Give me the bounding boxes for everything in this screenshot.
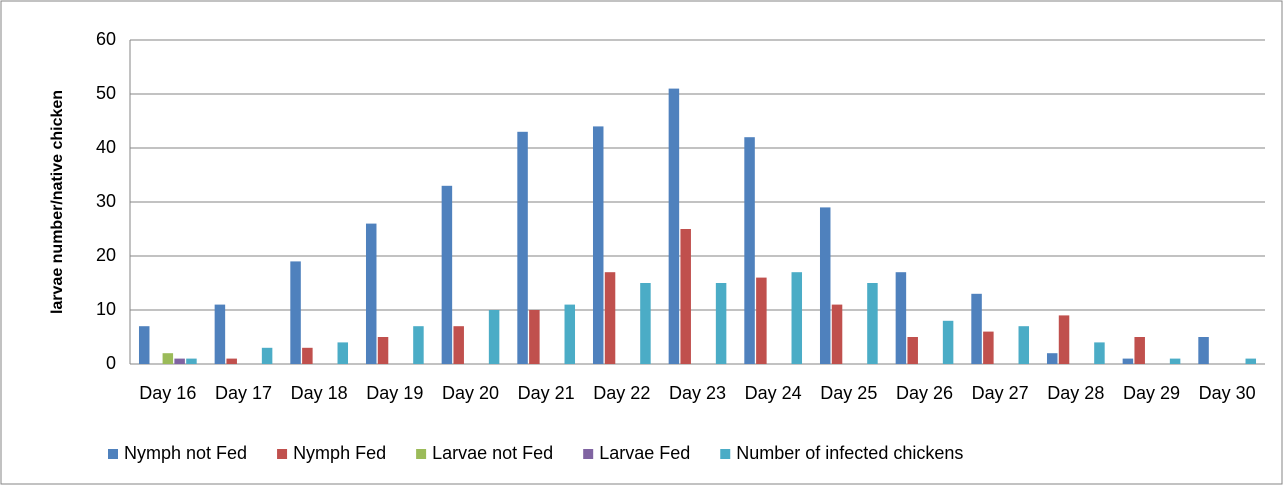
bar bbox=[1169, 358, 1181, 364]
y-axis-label: larvae number/native chicken bbox=[49, 90, 66, 314]
bar bbox=[668, 88, 680, 364]
legend-label: Number of infected chickens bbox=[736, 443, 963, 463]
legend-swatch bbox=[277, 449, 288, 459]
bar bbox=[488, 310, 500, 364]
bar bbox=[907, 337, 918, 364]
bar bbox=[365, 223, 377, 364]
bar bbox=[337, 342, 349, 364]
y-tick-label: 0 bbox=[106, 353, 116, 373]
bar bbox=[441, 185, 453, 364]
y-tick-label: 60 bbox=[96, 29, 116, 49]
bar bbox=[186, 358, 197, 364]
bar bbox=[214, 304, 226, 364]
bar bbox=[138, 326, 150, 364]
legend-label: Nymph Fed bbox=[293, 443, 386, 463]
bar bbox=[162, 353, 174, 364]
bar bbox=[1018, 326, 1030, 364]
x-tick-label: Day 16 bbox=[139, 383, 196, 403]
bar bbox=[1198, 337, 1209, 364]
bar bbox=[942, 320, 954, 364]
x-tick-label: Day 24 bbox=[745, 383, 802, 403]
bar bbox=[831, 304, 843, 364]
bar bbox=[680, 229, 691, 364]
bar bbox=[592, 126, 604, 365]
bar bbox=[564, 304, 576, 364]
x-tick-label: Day 19 bbox=[366, 383, 423, 403]
bar bbox=[756, 277, 767, 364]
bar bbox=[819, 207, 831, 364]
bar bbox=[640, 283, 651, 364]
bar bbox=[453, 326, 464, 364]
bar bbox=[1094, 342, 1105, 364]
bar bbox=[983, 331, 994, 364]
bar bbox=[290, 261, 301, 364]
legend-swatch bbox=[583, 449, 594, 459]
bar bbox=[529, 310, 540, 364]
bar bbox=[1046, 353, 1058, 364]
bar bbox=[715, 283, 727, 364]
bar bbox=[302, 347, 313, 364]
legend-label: Larvae Fed bbox=[599, 443, 690, 463]
x-tick-label: Day 23 bbox=[669, 383, 726, 403]
bar bbox=[867, 283, 878, 364]
y-tick-label: 40 bbox=[96, 137, 116, 157]
bar bbox=[413, 326, 424, 364]
y-tick-label: 10 bbox=[96, 299, 116, 319]
bar bbox=[1245, 358, 1257, 364]
x-tick-label: Day 25 bbox=[820, 383, 877, 403]
y-tick-label: 20 bbox=[96, 245, 116, 265]
y-tick-label: 50 bbox=[96, 83, 116, 103]
bar bbox=[261, 347, 273, 364]
bar bbox=[226, 358, 237, 364]
legend-label: Nymph not Fed bbox=[124, 443, 247, 463]
bar bbox=[744, 137, 755, 364]
x-tick-label: Day 22 bbox=[593, 383, 650, 403]
bar bbox=[791, 272, 803, 364]
bar bbox=[1058, 315, 1070, 364]
bar bbox=[517, 131, 528, 364]
x-tick-label: Day 28 bbox=[1047, 383, 1104, 403]
x-tick-label: Day 30 bbox=[1199, 383, 1256, 403]
x-tick-label: Day 29 bbox=[1123, 383, 1180, 403]
bar bbox=[895, 272, 907, 364]
y-tick-label: 30 bbox=[96, 191, 116, 211]
bar bbox=[1134, 337, 1145, 364]
x-tick-label: Day 18 bbox=[291, 383, 348, 403]
x-tick-label: Day 20 bbox=[442, 383, 499, 403]
bar bbox=[1122, 358, 1134, 364]
x-tick-label: Day 21 bbox=[518, 383, 575, 403]
x-tick-label: Day 17 bbox=[215, 383, 272, 403]
bar bbox=[971, 293, 982, 364]
legend-label: Larvae not Fed bbox=[432, 443, 553, 463]
bar bbox=[174, 358, 185, 364]
legend-swatch bbox=[720, 449, 731, 459]
bar bbox=[377, 337, 389, 364]
legend-swatch bbox=[416, 449, 427, 459]
legend-swatch bbox=[108, 449, 118, 459]
bar bbox=[604, 272, 616, 364]
x-tick-label: Day 27 bbox=[972, 383, 1029, 403]
x-tick-label: Day 26 bbox=[896, 383, 953, 403]
